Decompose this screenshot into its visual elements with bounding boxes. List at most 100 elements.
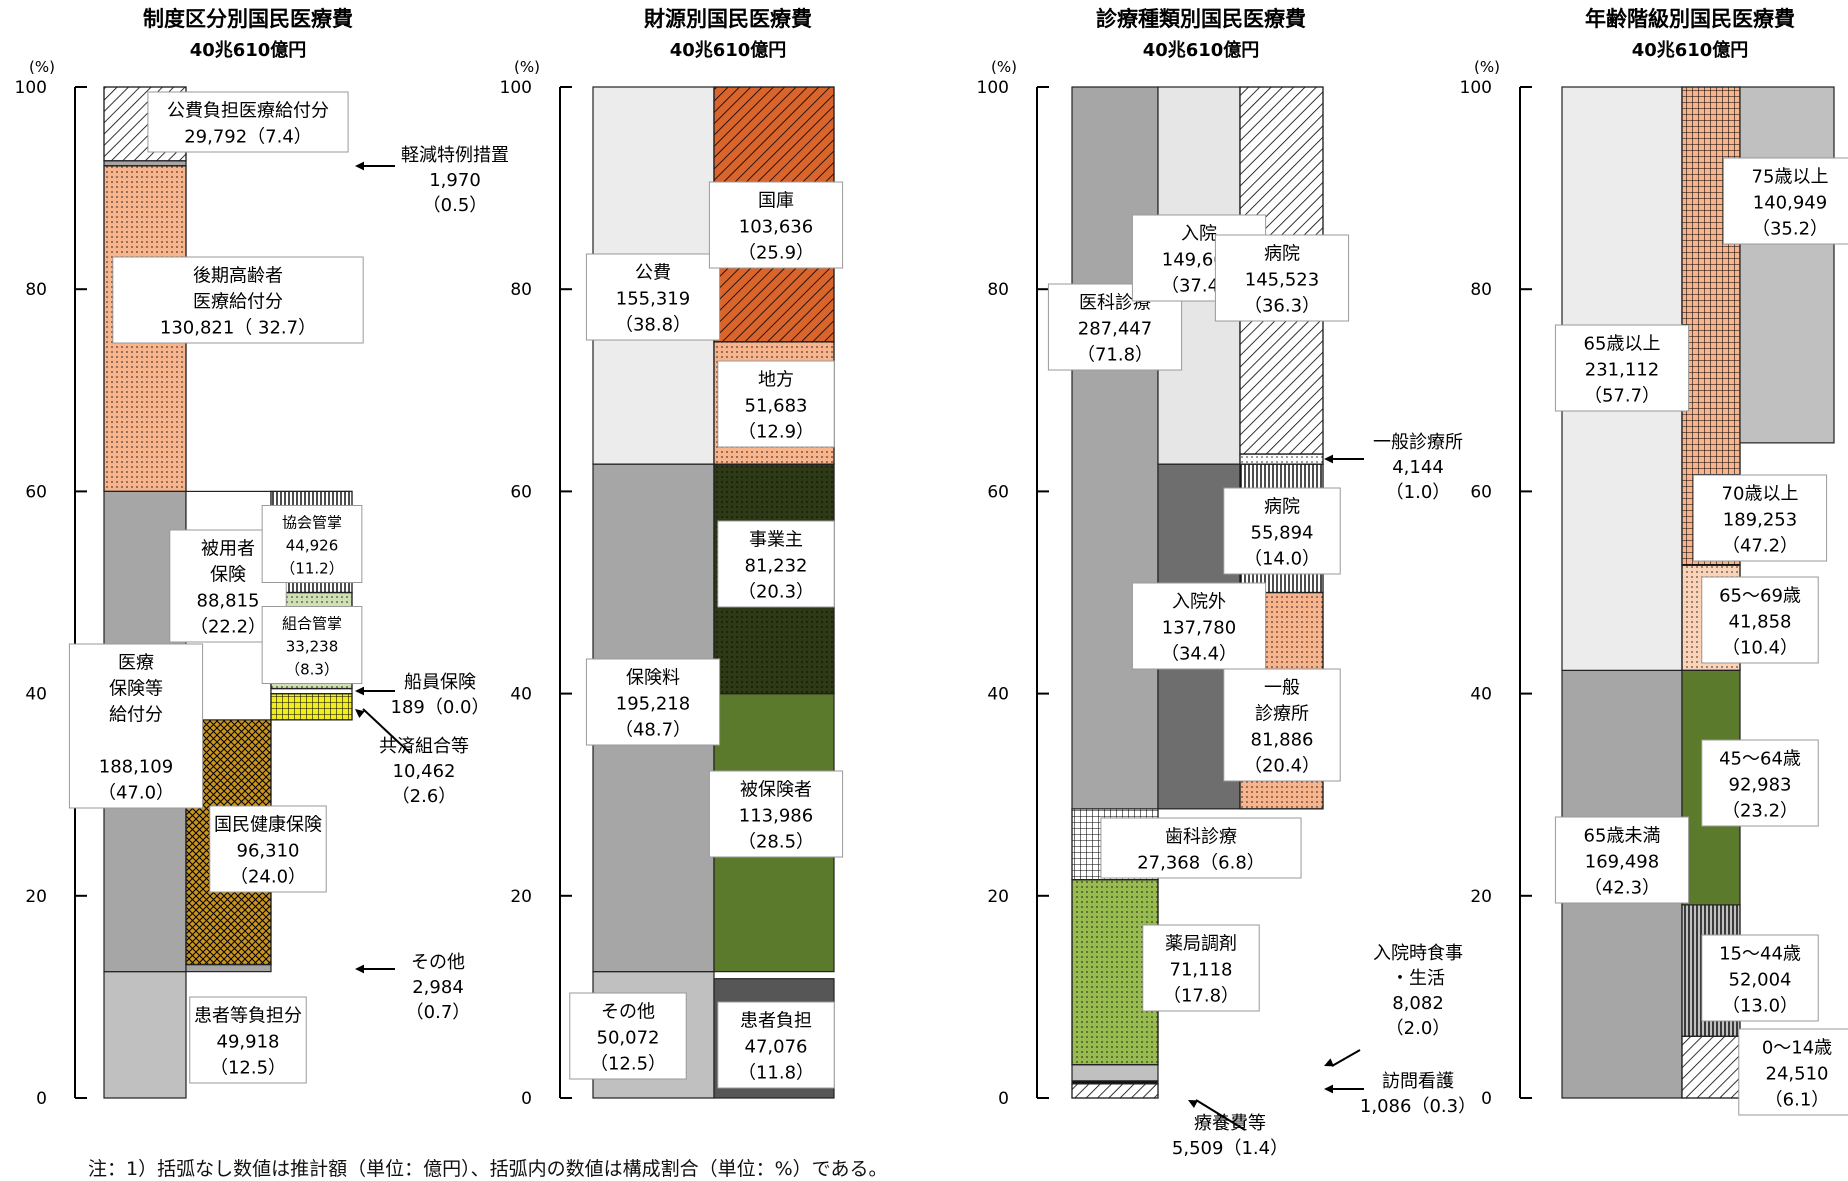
data-label-kouhi2-text: 公費 [635,262,671,283]
data-label-chiho: 地方 51,683 （12.9） [717,360,835,448]
data-label-a70-text: 189,253 [1723,509,1797,530]
callout-text: 入院時食事 [1373,943,1463,964]
data-label-a65-text: （10.4） [1722,637,1798,658]
y-tick-label: 0 [36,1089,47,1109]
callout-sonota: その他 2,984 （0.7） [355,952,470,1023]
data-label-ingai: 入院外 137,780 （34.4） [1131,582,1267,670]
y-tick-label: 100 [15,78,47,98]
data-label-ippan2-text: 81,886 [1251,729,1314,750]
data-label-byoin1-text: 病院 [1264,243,1300,264]
callout-homon: 訪問看護 1,086（0.3） [1324,1071,1476,1117]
data-label-a15: 15～44歳 52,004 （13.0） [1701,934,1819,1022]
y-tick-label: 40 [1470,685,1492,705]
data-label-ippan2: 一般診療所 81,886 （20.4） [1223,668,1341,782]
data-label-kokko-text: （25.9） [738,242,814,263]
y-tick-label: 20 [25,887,47,907]
data-label-hokenryo-text: 195,218 [616,693,690,714]
callout-ryoyohi: 療養費等 5,509（1.4） [1172,1099,1288,1159]
data-label-jigyonushi: 事業主 81,232 （20.3） [717,520,835,608]
data-label-ippan2-text: 診療所 [1255,703,1309,724]
data-label-kokuho: 国民健康保険 96,310 （24.0） [209,805,327,893]
data-label-ika-text: 287,447 [1078,318,1152,339]
data-label-yakkyoku: 薬局調剤 71,118 （17.8） [1142,924,1260,1012]
data-label-kokko: 国庫 103,636 （25.9） [708,181,844,269]
data-label-kanjafutan-text: （11.8） [738,1062,814,1083]
data-label-o65-text: 231,112 [1585,359,1659,380]
y-tick-label: 100 [500,78,532,98]
data-label-iryo-text: 保険等 [109,678,163,699]
data-label-u65-text: 169,498 [1585,851,1659,872]
data-label-jigyonushi-text: 81,232 [745,555,808,576]
callout-text: 10,462 [393,761,456,782]
y-tick-label: 80 [1470,280,1492,300]
data-label-hihokensha-text: （28.5） [738,831,814,852]
callout-senin: 船員保険 189（0.0） [355,672,489,718]
data-label-kumiai-text: 33,238 [286,637,339,655]
callout-arrowhead [1188,1100,1198,1109]
data-label-kanjafutan: 患者負担 47,076 （11.8） [717,1001,835,1089]
y-tick-label: 60 [510,482,532,502]
bar-segment-keigen [103,160,187,167]
data-label-u65-text: （42.3） [1584,877,1660,898]
data-label-kyokai-text: 44,926 [286,536,339,554]
bar-segment-senin [270,687,353,695]
data-label-a0: 0～14歳 24,510 （6.1） [1738,1028,1848,1116]
callout-text: 訪問看護 [1382,1071,1454,1092]
callout-arrow [1195,1099,1246,1131]
data-label-byoin2-text: 病院 [1264,496,1300,517]
data-label-kyokai-text: （11.2） [280,559,343,577]
callout-text: 189（0.0） [391,697,490,718]
data-label-hiyosha-text: 被用者 [201,538,255,559]
callout-shokuji: 入院時食事・生活 8,082 （2.0） [1324,943,1463,1067]
y-tick-label: 40 [510,685,532,705]
data-label-a70-text: 70歳以上 [1722,483,1799,504]
data-label-nyuin-text: 入院 [1181,223,1217,244]
data-label-kanjafutan-text: 47,076 [745,1036,808,1057]
data-label-kanjafutan-text: 患者負担 [740,1010,812,1031]
data-label-kouhi-text: 公費負担医療給付分 [167,100,329,121]
bar-segment-kanja [103,971,187,1099]
callout-arrowhead [355,709,365,719]
data-label-iryo-text: 医療 [118,652,154,673]
callout-text: 船員保険 [404,672,476,693]
data-label-a75-text: （35.2） [1752,218,1828,239]
data-label-kokko-text: 103,636 [739,216,813,237]
y-tick-label: 80 [510,280,532,300]
data-label-o65-text: 65歳以上 [1584,333,1661,354]
data-label-ingai-text: （34.4） [1161,643,1237,664]
data-label-a75-text: 75歳以上 [1752,166,1829,187]
y-tick-label: 60 [1470,482,1492,502]
callout-text: ・生活 [1391,968,1445,989]
chart-subtitle: 40兆610億円 [1143,39,1260,61]
data-label-yakkyoku-text: 薬局調剤 [1165,933,1237,954]
data-label-a45-text: 45～64歳 [1719,748,1801,769]
callout-keigen: 軽減特例措置 1,970 （0.5） [355,145,509,216]
data-label-ippan2-text: 一般 [1264,677,1300,698]
data-label-a45-text: 92,983 [1729,774,1792,795]
callout-text: （0.7） [406,1002,471,1023]
data-label-shika-text: 27,368（6.8） [1137,852,1265,873]
data-label-kouhi2-text: （38.8） [615,314,691,335]
y-tick-label: 0 [1481,1089,1492,1109]
y-tick-label: 60 [25,482,47,502]
data-label-kyokai-text: 協会管掌 [282,513,342,531]
data-label-ingai-text: 137,780 [1162,617,1236,638]
data-label-yakkyoku-text: （17.8） [1163,985,1239,1006]
data-label-u65-text: 65歳未満 [1584,825,1661,846]
callout-text: 療養費等 [1194,1113,1266,1134]
callout-arrow [1331,1049,1361,1067]
data-label-byoin2-text: 55,894 [1251,522,1314,543]
data-label-shika: 歯科診療 27,368（6.8） [1100,817,1302,879]
callout-arrowhead [1324,454,1334,464]
bar-segment-pattern-ippan1 [1239,453,1324,465]
y-axis-unit: (%) [514,58,540,76]
y-tick-label: 100 [977,78,1009,98]
callout-kyosai: 共済組合等 10,462 （2.6） [355,708,469,807]
data-label-kouhi: 公費負担医療給付分 29,792（7.4） [147,91,349,153]
data-label-byoin2: 病院 55,894 （14.0） [1223,487,1341,575]
data-label-hokenryo: 保険料 195,218 （48.7） [585,658,721,746]
y-tick-label: 80 [987,280,1009,300]
data-label-chiho-text: 51,683 [745,395,808,416]
